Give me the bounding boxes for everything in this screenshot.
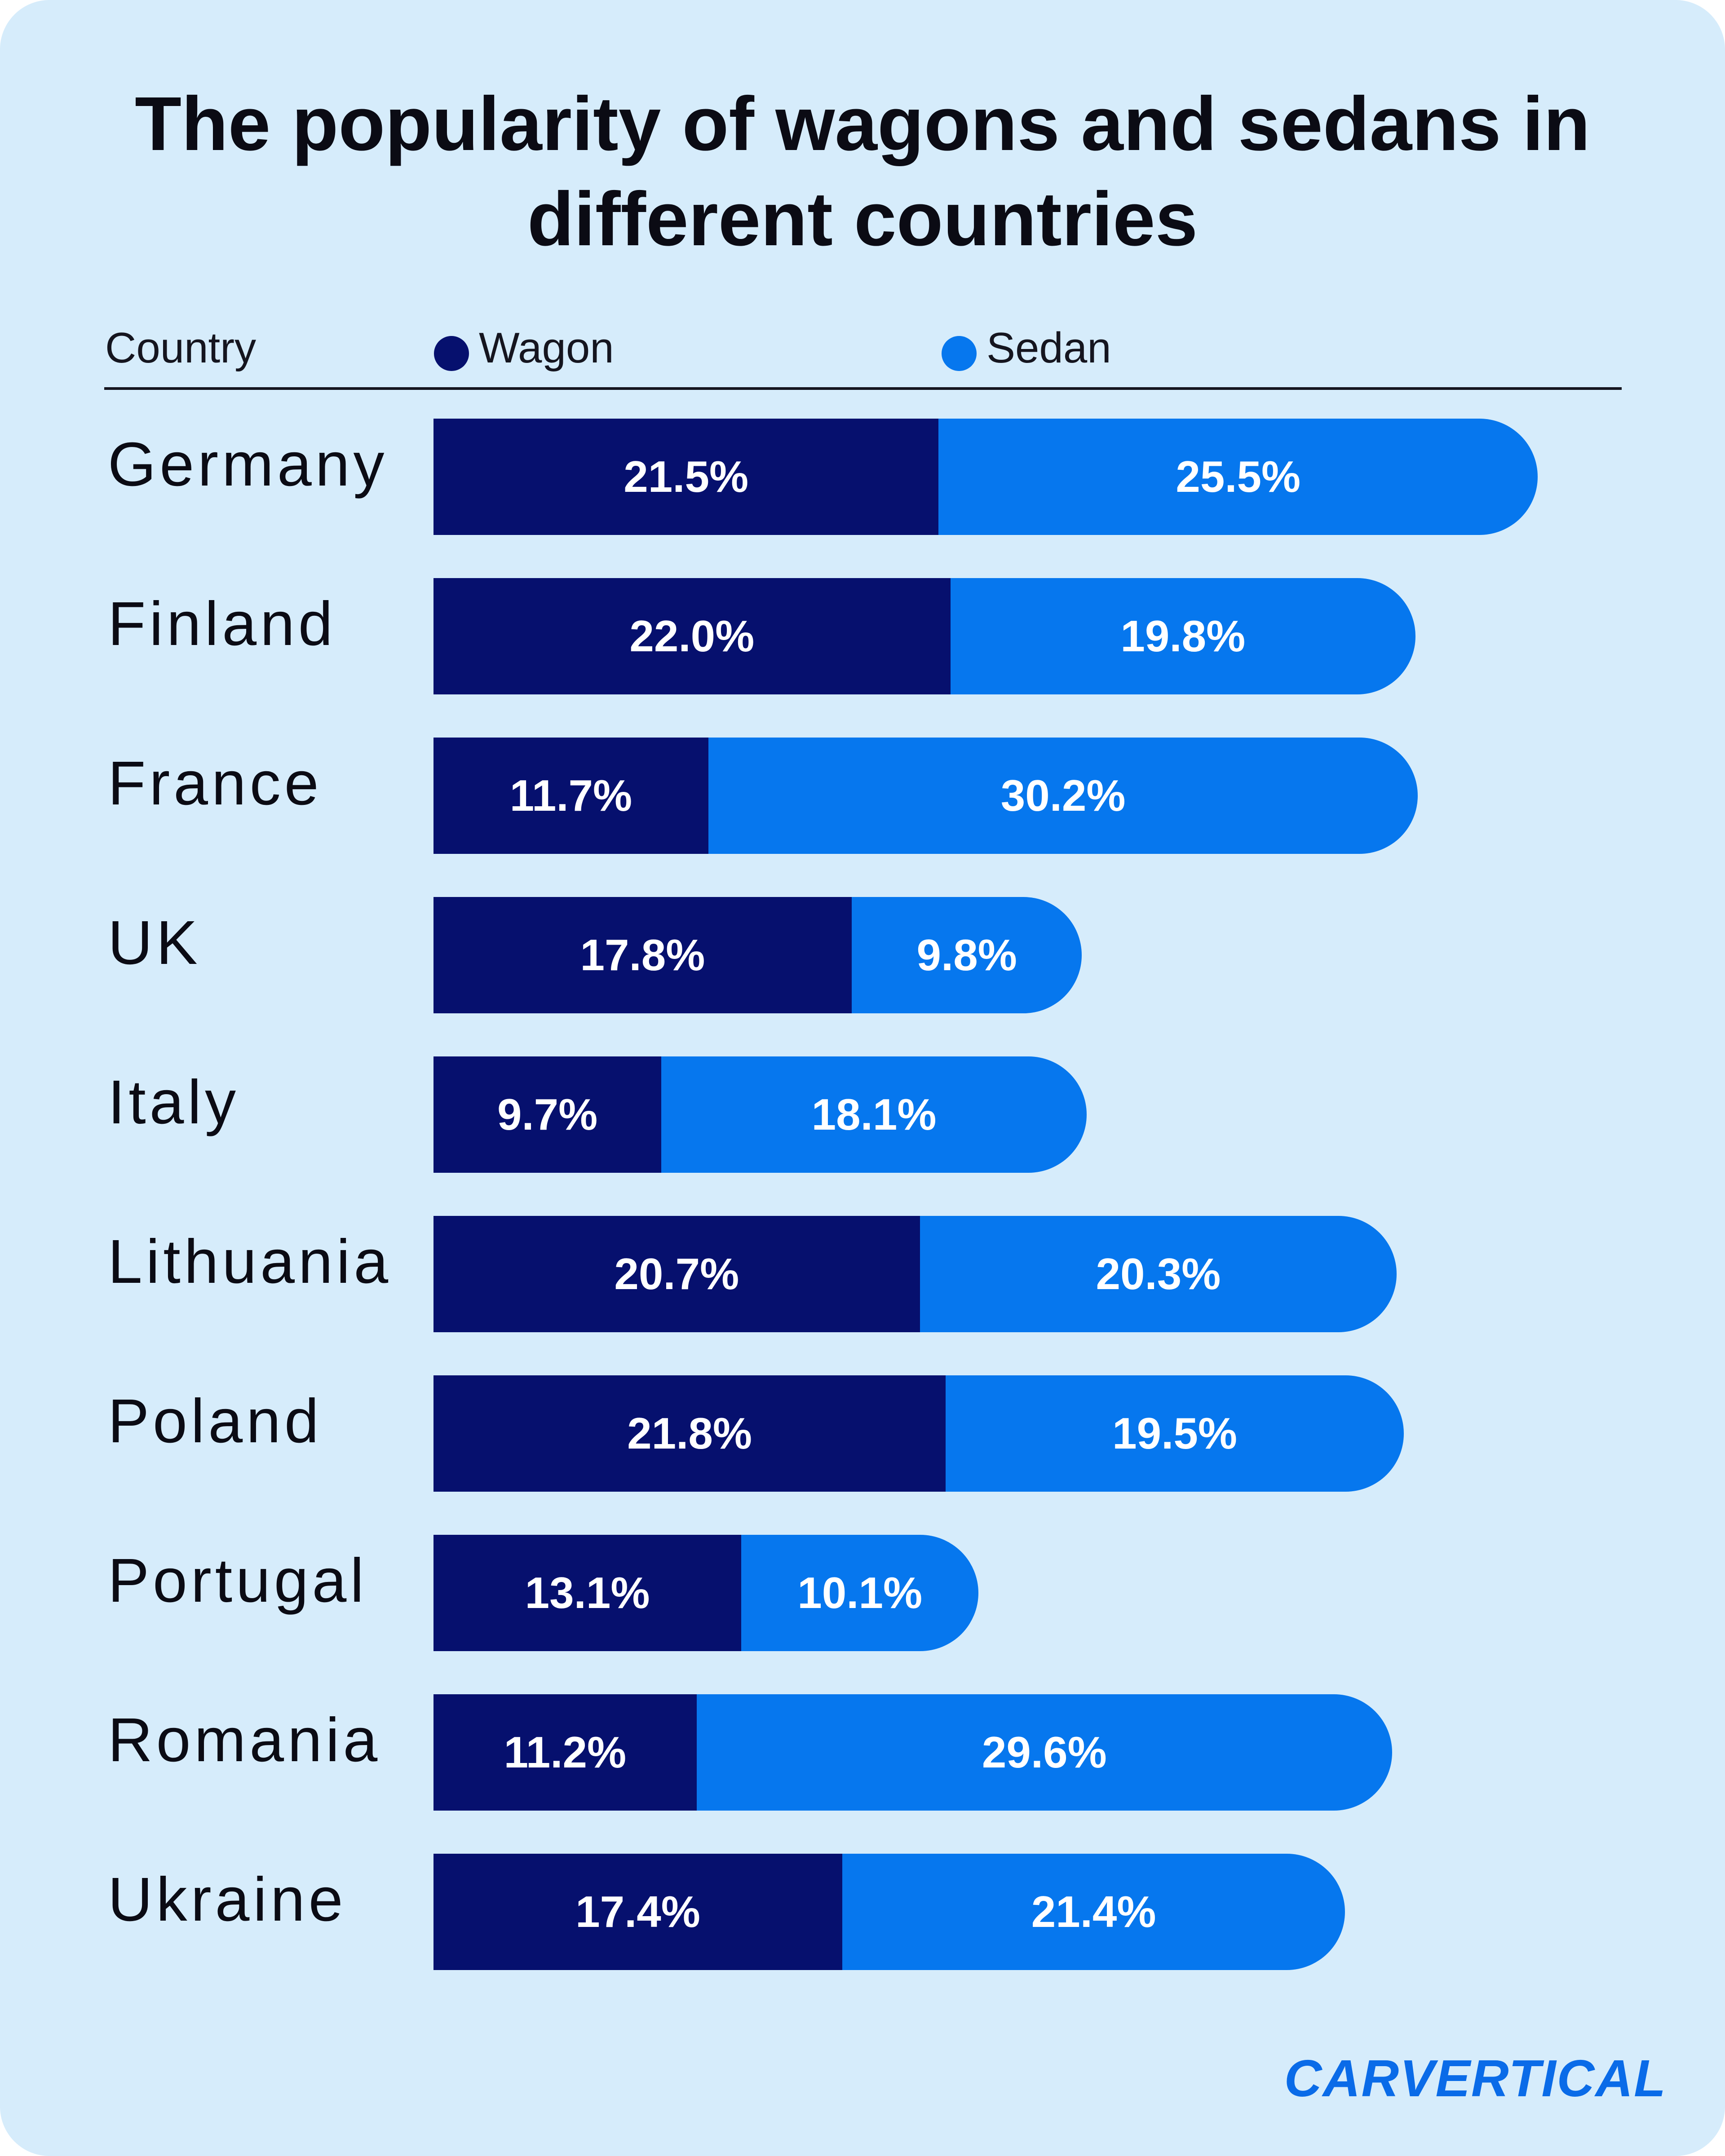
bar-sedan: 25.5% bbox=[938, 419, 1538, 535]
data-label-wagon: 11.2% bbox=[504, 1727, 627, 1777]
bar-sedan: 19.8% bbox=[950, 578, 1416, 694]
data-label-sedan: 25.5% bbox=[1176, 452, 1301, 501]
data-label-wagon: 20.7% bbox=[614, 1249, 739, 1299]
country-label: Finland bbox=[108, 589, 336, 658]
stacked-bar: 13.1% 10.1% bbox=[433, 1535, 979, 1651]
data-label-wagon: 11.7% bbox=[509, 771, 632, 820]
bar-sedan: 20.3% bbox=[920, 1216, 1397, 1332]
country-label: UK bbox=[108, 908, 201, 977]
stacked-bar: 17.8% 9.8% bbox=[433, 897, 1082, 1013]
bar-sedan: 29.6% bbox=[696, 1694, 1392, 1811]
bar-wagon: 9.7% bbox=[433, 1056, 662, 1173]
bar-sedan: 19.5% bbox=[946, 1375, 1404, 1492]
header-divider bbox=[104, 387, 1622, 390]
legend-wagon-swatch bbox=[434, 336, 469, 371]
stacked-bar: 11.2% 29.6% bbox=[433, 1694, 1392, 1811]
stacked-bar: 21.5% 25.5% bbox=[433, 419, 1538, 535]
stacked-bar: 22.0% 19.8% bbox=[433, 578, 1416, 694]
legend-wagon-label: Wagon bbox=[479, 324, 614, 372]
bar-wagon: 22.0% bbox=[433, 578, 951, 694]
bar-sedan: 18.1% bbox=[661, 1056, 1087, 1173]
data-label-sedan: 21.4% bbox=[1031, 1887, 1156, 1936]
brand-wordmark: CARVERTICAL bbox=[1284, 2049, 1667, 2107]
stacked-bar: 17.4% 21.4% bbox=[433, 1854, 1345, 1970]
stacked-bar: 21.8% 19.5% bbox=[433, 1375, 1404, 1492]
bar-sedan: 30.2% bbox=[708, 738, 1418, 854]
bar-wagon: 20.7% bbox=[433, 1216, 920, 1332]
bar-wagon: 17.4% bbox=[433, 1854, 843, 1970]
data-label-wagon: 9.7% bbox=[497, 1090, 598, 1139]
data-label-sedan: 18.1% bbox=[811, 1090, 937, 1139]
country-label: Lithuania bbox=[108, 1227, 392, 1296]
data-label-sedan: 19.8% bbox=[1120, 611, 1246, 661]
legend-sedan-label: Sedan bbox=[986, 324, 1111, 372]
bar-wagon: 11.7% bbox=[433, 738, 708, 854]
data-label-wagon: 13.1% bbox=[525, 1568, 650, 1617]
data-label-wagon: 17.8% bbox=[580, 930, 705, 980]
country-label: Italy bbox=[108, 1068, 240, 1137]
data-label-wagon: 17.4% bbox=[575, 1887, 700, 1936]
bar-sedan: 10.1% bbox=[741, 1535, 979, 1651]
bar-wagon: 11.2% bbox=[433, 1694, 697, 1811]
bar-wagon: 21.5% bbox=[433, 419, 939, 535]
bar-wagon: 17.8% bbox=[433, 897, 852, 1013]
bar-sedan: 9.8% bbox=[851, 897, 1082, 1013]
data-label-sedan: 10.1% bbox=[797, 1568, 923, 1617]
stacked-bar: 11.7% 30.2% bbox=[433, 738, 1418, 854]
data-label-wagon: 21.5% bbox=[624, 452, 749, 501]
legend-sedan-swatch bbox=[942, 336, 977, 371]
data-label-sedan: 19.5% bbox=[1112, 1409, 1237, 1458]
data-label-sedan: 9.8% bbox=[916, 930, 1017, 980]
country-label: France bbox=[108, 749, 323, 818]
stacked-bar: 20.7% 20.3% bbox=[433, 1216, 1397, 1332]
country-label: Ukraine bbox=[108, 1865, 347, 1934]
country-label: Poland bbox=[108, 1387, 323, 1456]
country-label: Portugal bbox=[108, 1546, 367, 1615]
data-label-sedan: 20.3% bbox=[1096, 1249, 1221, 1299]
country-column-header: Country bbox=[105, 324, 257, 372]
bar-sedan: 21.4% bbox=[842, 1854, 1345, 1970]
country-label: Germany bbox=[108, 430, 388, 499]
stacked-bar: 9.7% 18.1% bbox=[433, 1056, 1087, 1173]
data-label-wagon: 21.8% bbox=[627, 1409, 752, 1458]
bar-wagon: 21.8% bbox=[433, 1375, 946, 1492]
data-label-sedan: 30.2% bbox=[1000, 771, 1126, 820]
bar-wagon: 13.1% bbox=[433, 1535, 742, 1651]
carvertical-logo: CARVERTICAL bbox=[1284, 2048, 1667, 2108]
data-label-wagon: 22.0% bbox=[629, 611, 755, 661]
chart-title: The popularity of wagons and sedans in d… bbox=[135, 81, 1590, 262]
data-label-sedan: 29.6% bbox=[982, 1727, 1107, 1777]
country-label: Romania bbox=[108, 1705, 381, 1775]
